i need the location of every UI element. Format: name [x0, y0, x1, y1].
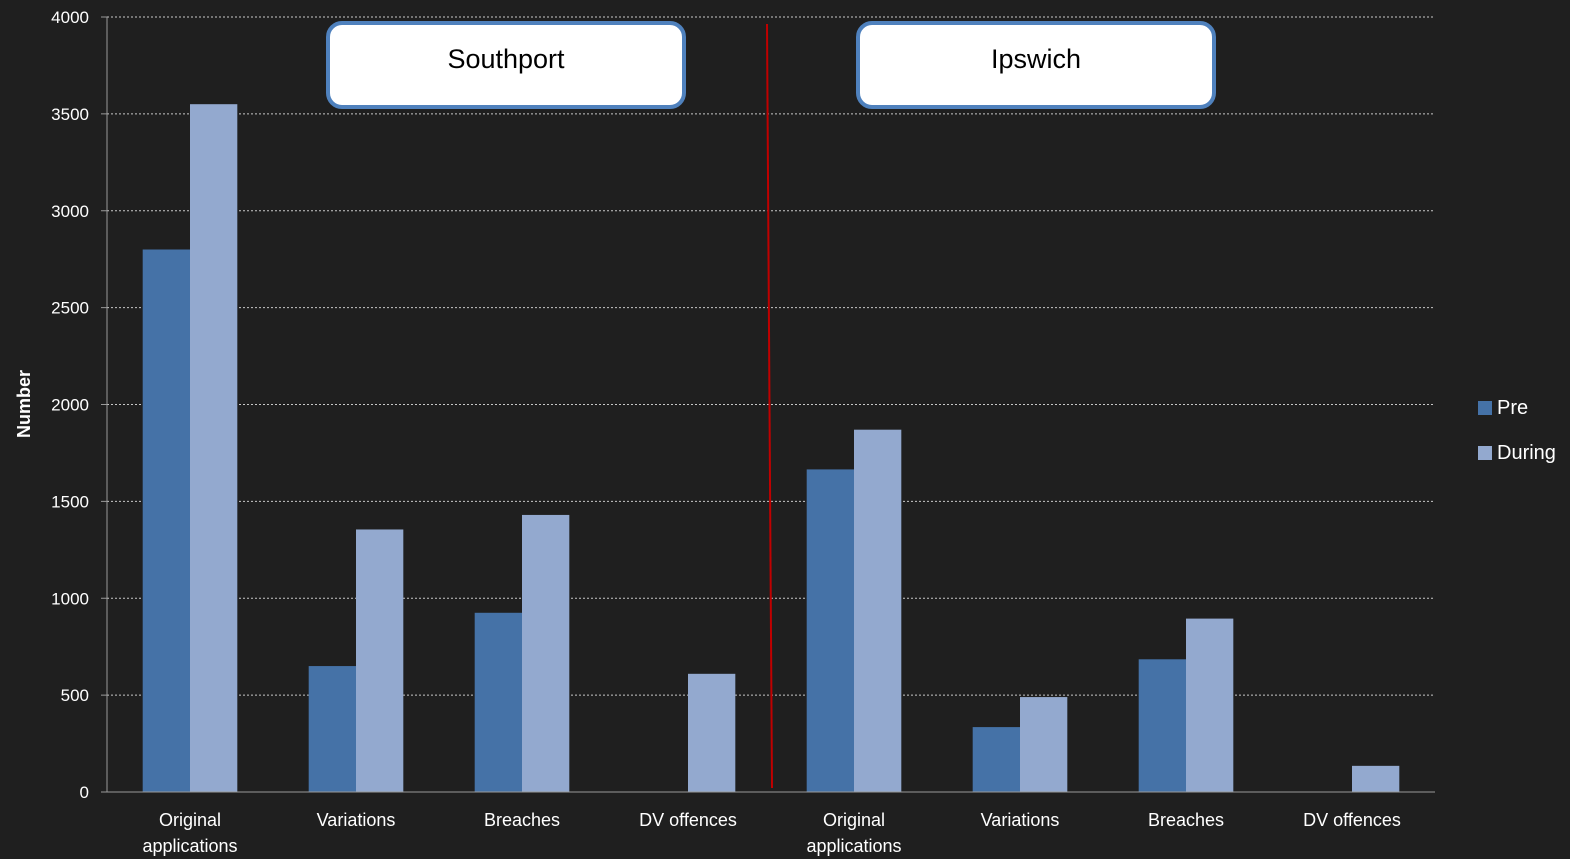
x-tick-label-line: Original: [159, 810, 221, 830]
x-tick-label-line: Breaches: [1148, 810, 1224, 830]
bar-during-2: [522, 514, 570, 792]
bar-during-6: [1186, 618, 1234, 792]
x-tick-labels: Original applications Variations Breaches DV…: [142, 810, 1400, 856]
y-tick-labels: 0 500 1000 1500 2000 2500 3000 3500 4000: [51, 8, 89, 802]
legend-swatch-during: [1478, 446, 1492, 460]
bar-during-5: [1020, 697, 1068, 792]
bar-pre-2: [474, 612, 522, 792]
legend-label-during: During: [1497, 442, 1556, 464]
y-axis-label: Number: [14, 370, 34, 438]
y-tick-label: 3000: [51, 202, 89, 221]
legend-swatch-pre: [1478, 401, 1492, 415]
bar-pre-1: [308, 666, 356, 792]
group-label: Southport: [447, 44, 565, 74]
y-tick-label: 2500: [51, 299, 89, 318]
y-tick-label: 1500: [51, 492, 89, 511]
group-label-box: [326, 21, 686, 109]
x-tick-label: Variations: [317, 810, 396, 830]
x-tick-label: Variations: [981, 810, 1060, 830]
x-tick-label-line: Variations: [317, 810, 396, 830]
y-tick-label: 0: [80, 783, 89, 802]
x-tick-label: DV offences: [1303, 810, 1401, 830]
axes: [106, 17, 1435, 793]
bar-pre-5: [972, 727, 1020, 792]
y-tick-label: 1000: [51, 589, 89, 608]
y-tick-label: 500: [61, 686, 89, 705]
legend: Pre During: [1478, 397, 1556, 464]
y-tick-label: 4000: [51, 8, 89, 27]
bar-pre-4: [806, 469, 854, 792]
bar-during-3: [688, 673, 736, 792]
x-tick-label-line: applications: [142, 836, 237, 856]
x-tick-label: Breaches: [1148, 810, 1224, 830]
x-tick-label: DV offences: [639, 810, 737, 830]
group-labels: Southport Ipswich: [326, 21, 1216, 109]
bar-pre-6: [1138, 659, 1186, 792]
group-label: Ipswich: [991, 44, 1081, 74]
bar-pre-0: [142, 249, 190, 792]
x-tick-label-line: applications: [806, 836, 901, 856]
y-tick-label: 3500: [51, 105, 89, 124]
x-tick-label-line: DV offences: [1303, 810, 1401, 830]
bar-during-1: [356, 529, 404, 792]
x-tick-label: Original applications: [806, 810, 901, 856]
bar-during-4: [854, 429, 902, 792]
x-tick-label-line: DV offences: [639, 810, 737, 830]
group-label-box: [856, 21, 1216, 109]
y-tick-label: 2000: [51, 396, 89, 415]
x-tick-label-line: Breaches: [484, 810, 560, 830]
x-tick-label-line: Variations: [981, 810, 1060, 830]
bar-during-0: [190, 104, 238, 792]
x-tick-label: Breaches: [484, 810, 560, 830]
bars: [142, 104, 1400, 792]
x-tick-label: Original applications: [142, 810, 237, 856]
legend-label-pre: Pre: [1497, 397, 1528, 419]
x-tick-label-line: Original: [823, 810, 885, 830]
bar-during-7: [1352, 765, 1400, 792]
group-separator-line: [766, 23, 773, 789]
